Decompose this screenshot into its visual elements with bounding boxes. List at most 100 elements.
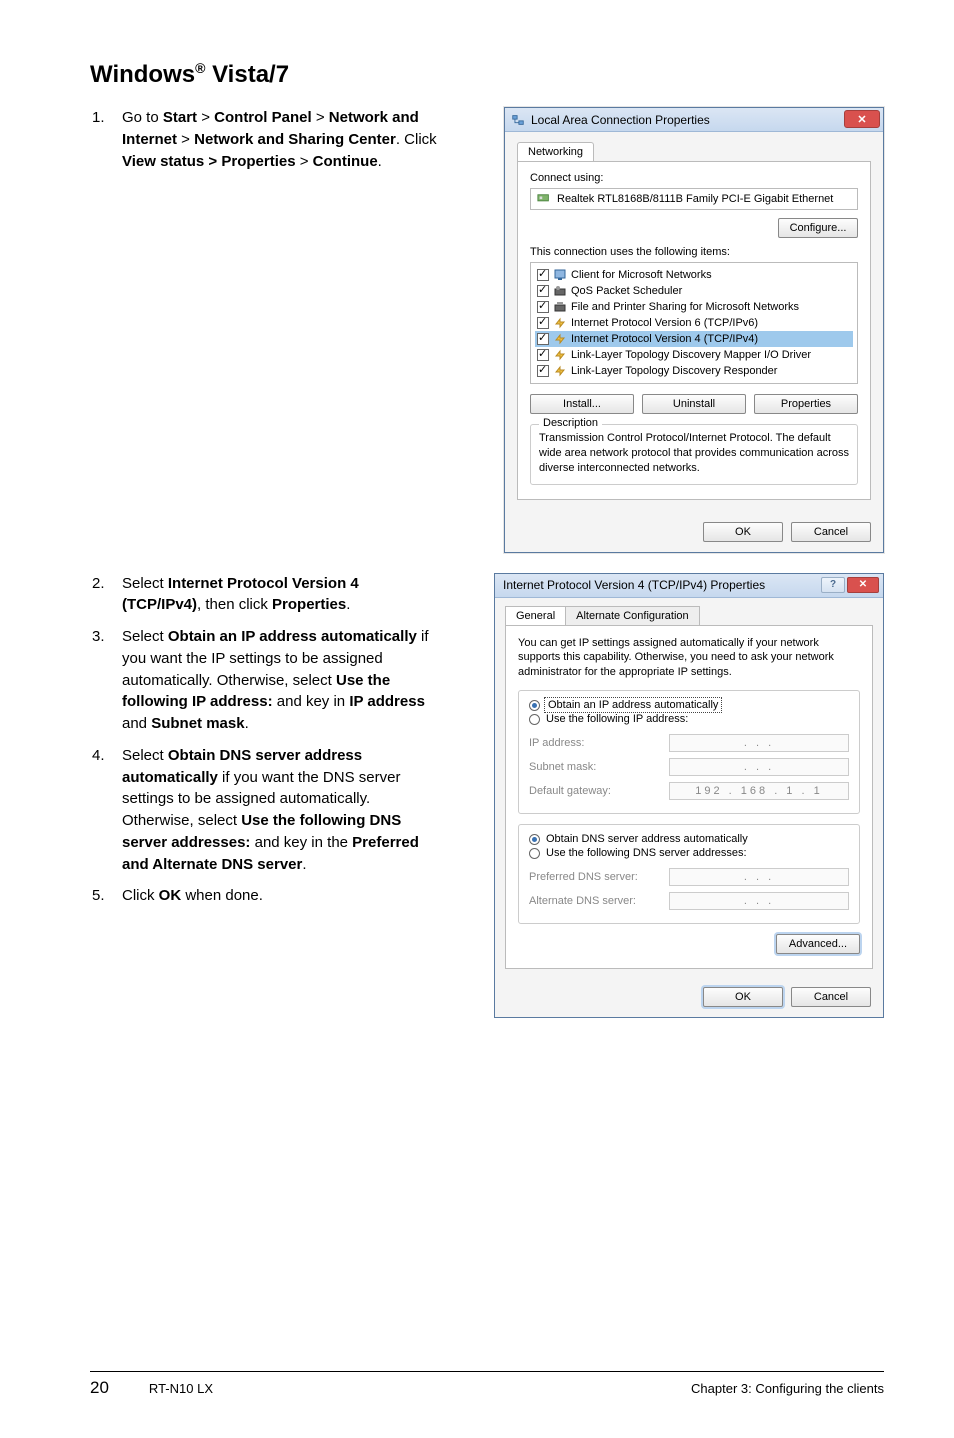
- connection-item[interactable]: Internet Protocol Version 6 (TCP/IPv6): [535, 315, 853, 331]
- close-icon[interactable]: ✕: [847, 577, 879, 593]
- install-button[interactable]: Install...: [530, 394, 634, 414]
- gateway-input: 192 . 168 . 1 . 1: [669, 782, 849, 800]
- section-heading: Windows® Vista/7: [90, 60, 884, 89]
- item-label: Internet Protocol Version 6 (TCP/IPv6): [571, 317, 758, 329]
- radio-use-ip-label: Use the following IP address:: [546, 713, 688, 725]
- radio-obtain-ip-label: Obtain an IP address automatically: [546, 699, 720, 711]
- tab-general[interactable]: General: [505, 606, 566, 625]
- step-item: Select Obtain DNS server address automat…: [118, 745, 440, 876]
- steps-list-2: Select Internet Protocol Version 4 (TCP/…: [90, 573, 440, 908]
- ipv4-intro-text: You can get IP settings assigned automat…: [518, 636, 860, 681]
- item-icon: [553, 364, 567, 378]
- uninstall-button[interactable]: Uninstall: [642, 394, 746, 414]
- dns-radio-group: Obtain DNS server address automatically …: [518, 824, 860, 924]
- preferred-dns-row: Preferred DNS server: . . .: [529, 865, 849, 889]
- ip-address-input: . . .: [669, 734, 849, 752]
- radio-icon: [529, 714, 540, 725]
- network-icon: [511, 113, 525, 127]
- checkbox-icon[interactable]: [537, 285, 549, 297]
- connection-item[interactable]: Link-Layer Topology Discovery Mapper I/O…: [535, 347, 853, 363]
- page-footer: 20 RT-N10 LX Chapter 3: Configuring the …: [90, 1371, 884, 1398]
- checkbox-icon[interactable]: [537, 301, 549, 313]
- step-item: Select Obtain an IP address automaticall…: [118, 626, 440, 735]
- ip-address-row: IP address: . . .: [529, 731, 849, 755]
- subnet-input: . . .: [669, 758, 849, 776]
- step-item: Select Internet Protocol Version 4 (TCP/…: [118, 573, 440, 617]
- alternate-dns-label: Alternate DNS server:: [529, 895, 669, 907]
- connection-items-list[interactable]: Client for Microsoft Networks QoS Packet …: [530, 262, 858, 384]
- gateway-row: Default gateway: 192 . 168 . 1 . 1: [529, 779, 849, 803]
- connection-item[interactable]: Client for Microsoft Networks: [535, 267, 853, 283]
- dialog1-titlebar: Local Area Connection Properties ✕: [505, 108, 883, 132]
- gateway-label: Default gateway:: [529, 785, 669, 797]
- dialog2-title-text: Internet Protocol Version 4 (TCP/IPv4) P…: [503, 578, 765, 592]
- tab-networking[interactable]: Networking: [517, 142, 594, 161]
- steps-list-1: Go to Start > Control Panel > Network an…: [90, 107, 440, 172]
- item-label: Link-Layer Topology Discovery Responder: [571, 365, 777, 377]
- step-item: Click OK when done.: [118, 885, 440, 907]
- connection-properties-dialog: Local Area Connection Properties ✕ Netwo…: [504, 107, 884, 553]
- connection-item[interactable]: Link-Layer Topology Discovery Responder: [535, 363, 853, 379]
- subnet-row: Subnet mask: . . .: [529, 755, 849, 779]
- cancel-button[interactable]: Cancel: [791, 987, 871, 1007]
- checkbox-icon[interactable]: [537, 317, 549, 329]
- dialog2-titlebar: Internet Protocol Version 4 (TCP/IPv4) P…: [495, 574, 883, 598]
- heading-suffix: Vista/7: [205, 61, 289, 88]
- ok-button[interactable]: OK: [703, 522, 783, 542]
- tab-alternate-config[interactable]: Alternate Configuration: [565, 606, 700, 625]
- description-group: Description Transmission Control Protoco…: [530, 424, 858, 485]
- connection-item[interactable]: Internet Protocol Version 4 (TCP/IPv4): [535, 331, 853, 347]
- product-name: RT-N10 LX: [149, 1381, 213, 1396]
- ip-radio-group: Obtain an IP address automatically Use t…: [518, 690, 860, 814]
- reg-mark: ®: [195, 60, 205, 76]
- dialog1-title-text: Local Area Connection Properties: [531, 113, 710, 127]
- checkbox-icon[interactable]: [537, 365, 549, 377]
- radio-icon: [529, 700, 540, 711]
- radio-icon: [529, 848, 540, 859]
- radio-icon: [529, 834, 540, 845]
- alternate-dns-input: . . .: [669, 892, 849, 910]
- help-icon[interactable]: ?: [821, 577, 845, 593]
- radio-obtain-dns[interactable]: Obtain DNS server address automatically: [529, 833, 849, 845]
- close-icon[interactable]: ✕: [844, 110, 880, 128]
- cancel-button[interactable]: Cancel: [791, 522, 871, 542]
- checkbox-icon[interactable]: [537, 269, 549, 281]
- checkbox-icon[interactable]: [537, 349, 549, 361]
- description-legend: Description: [539, 417, 602, 429]
- ip-address-label: IP address:: [529, 737, 669, 749]
- step-item: Go to Start > Control Panel > Network an…: [118, 107, 440, 172]
- radio-obtain-dns-label: Obtain DNS server address automatically: [546, 833, 748, 845]
- connection-item[interactable]: File and Printer Sharing for Microsoft N…: [535, 299, 853, 315]
- heading-prefix: Windows: [90, 61, 195, 88]
- radio-use-dns[interactable]: Use the following DNS server addresses:: [529, 847, 849, 859]
- item-label: Client for Microsoft Networks: [571, 269, 712, 281]
- radio-obtain-ip[interactable]: Obtain an IP address automatically: [529, 699, 849, 711]
- item-label: File and Printer Sharing for Microsoft N…: [571, 301, 799, 313]
- adapter-field: Realtek RTL8168B/8111B Family PCI-E Giga…: [530, 188, 858, 210]
- configure-button[interactable]: Configure...: [778, 218, 858, 238]
- radio-use-dns-label: Use the following DNS server addresses:: [546, 847, 747, 859]
- ok-button[interactable]: OK: [703, 987, 783, 1007]
- item-icon: [553, 348, 567, 362]
- item-icon: [553, 284, 567, 298]
- item-label: Internet Protocol Version 4 (TCP/IPv4): [571, 333, 758, 345]
- item-label: Link-Layer Topology Discovery Mapper I/O…: [571, 349, 811, 361]
- radio-use-ip[interactable]: Use the following IP address:: [529, 713, 849, 725]
- item-label: QoS Packet Scheduler: [571, 285, 682, 297]
- properties-button[interactable]: Properties: [754, 394, 858, 414]
- item-icon: [553, 268, 567, 282]
- page-number: 20: [90, 1378, 109, 1398]
- checkbox-icon[interactable]: [537, 333, 549, 345]
- advanced-button[interactable]: Advanced...: [776, 934, 860, 954]
- item-icon: [553, 332, 567, 346]
- item-icon: [553, 300, 567, 314]
- description-text: Transmission Control Protocol/Internet P…: [539, 431, 849, 476]
- items-label: This connection uses the following items…: [530, 246, 858, 258]
- chapter-title: Chapter 3: Configuring the clients: [691, 1381, 884, 1396]
- preferred-dns-input: . . .: [669, 868, 849, 886]
- subnet-label: Subnet mask:: [529, 761, 669, 773]
- adapter-name: Realtek RTL8168B/8111B Family PCI-E Giga…: [557, 193, 833, 205]
- nic-icon: [537, 193, 551, 205]
- alternate-dns-row: Alternate DNS server: . . .: [529, 889, 849, 913]
- connection-item[interactable]: QoS Packet Scheduler: [535, 283, 853, 299]
